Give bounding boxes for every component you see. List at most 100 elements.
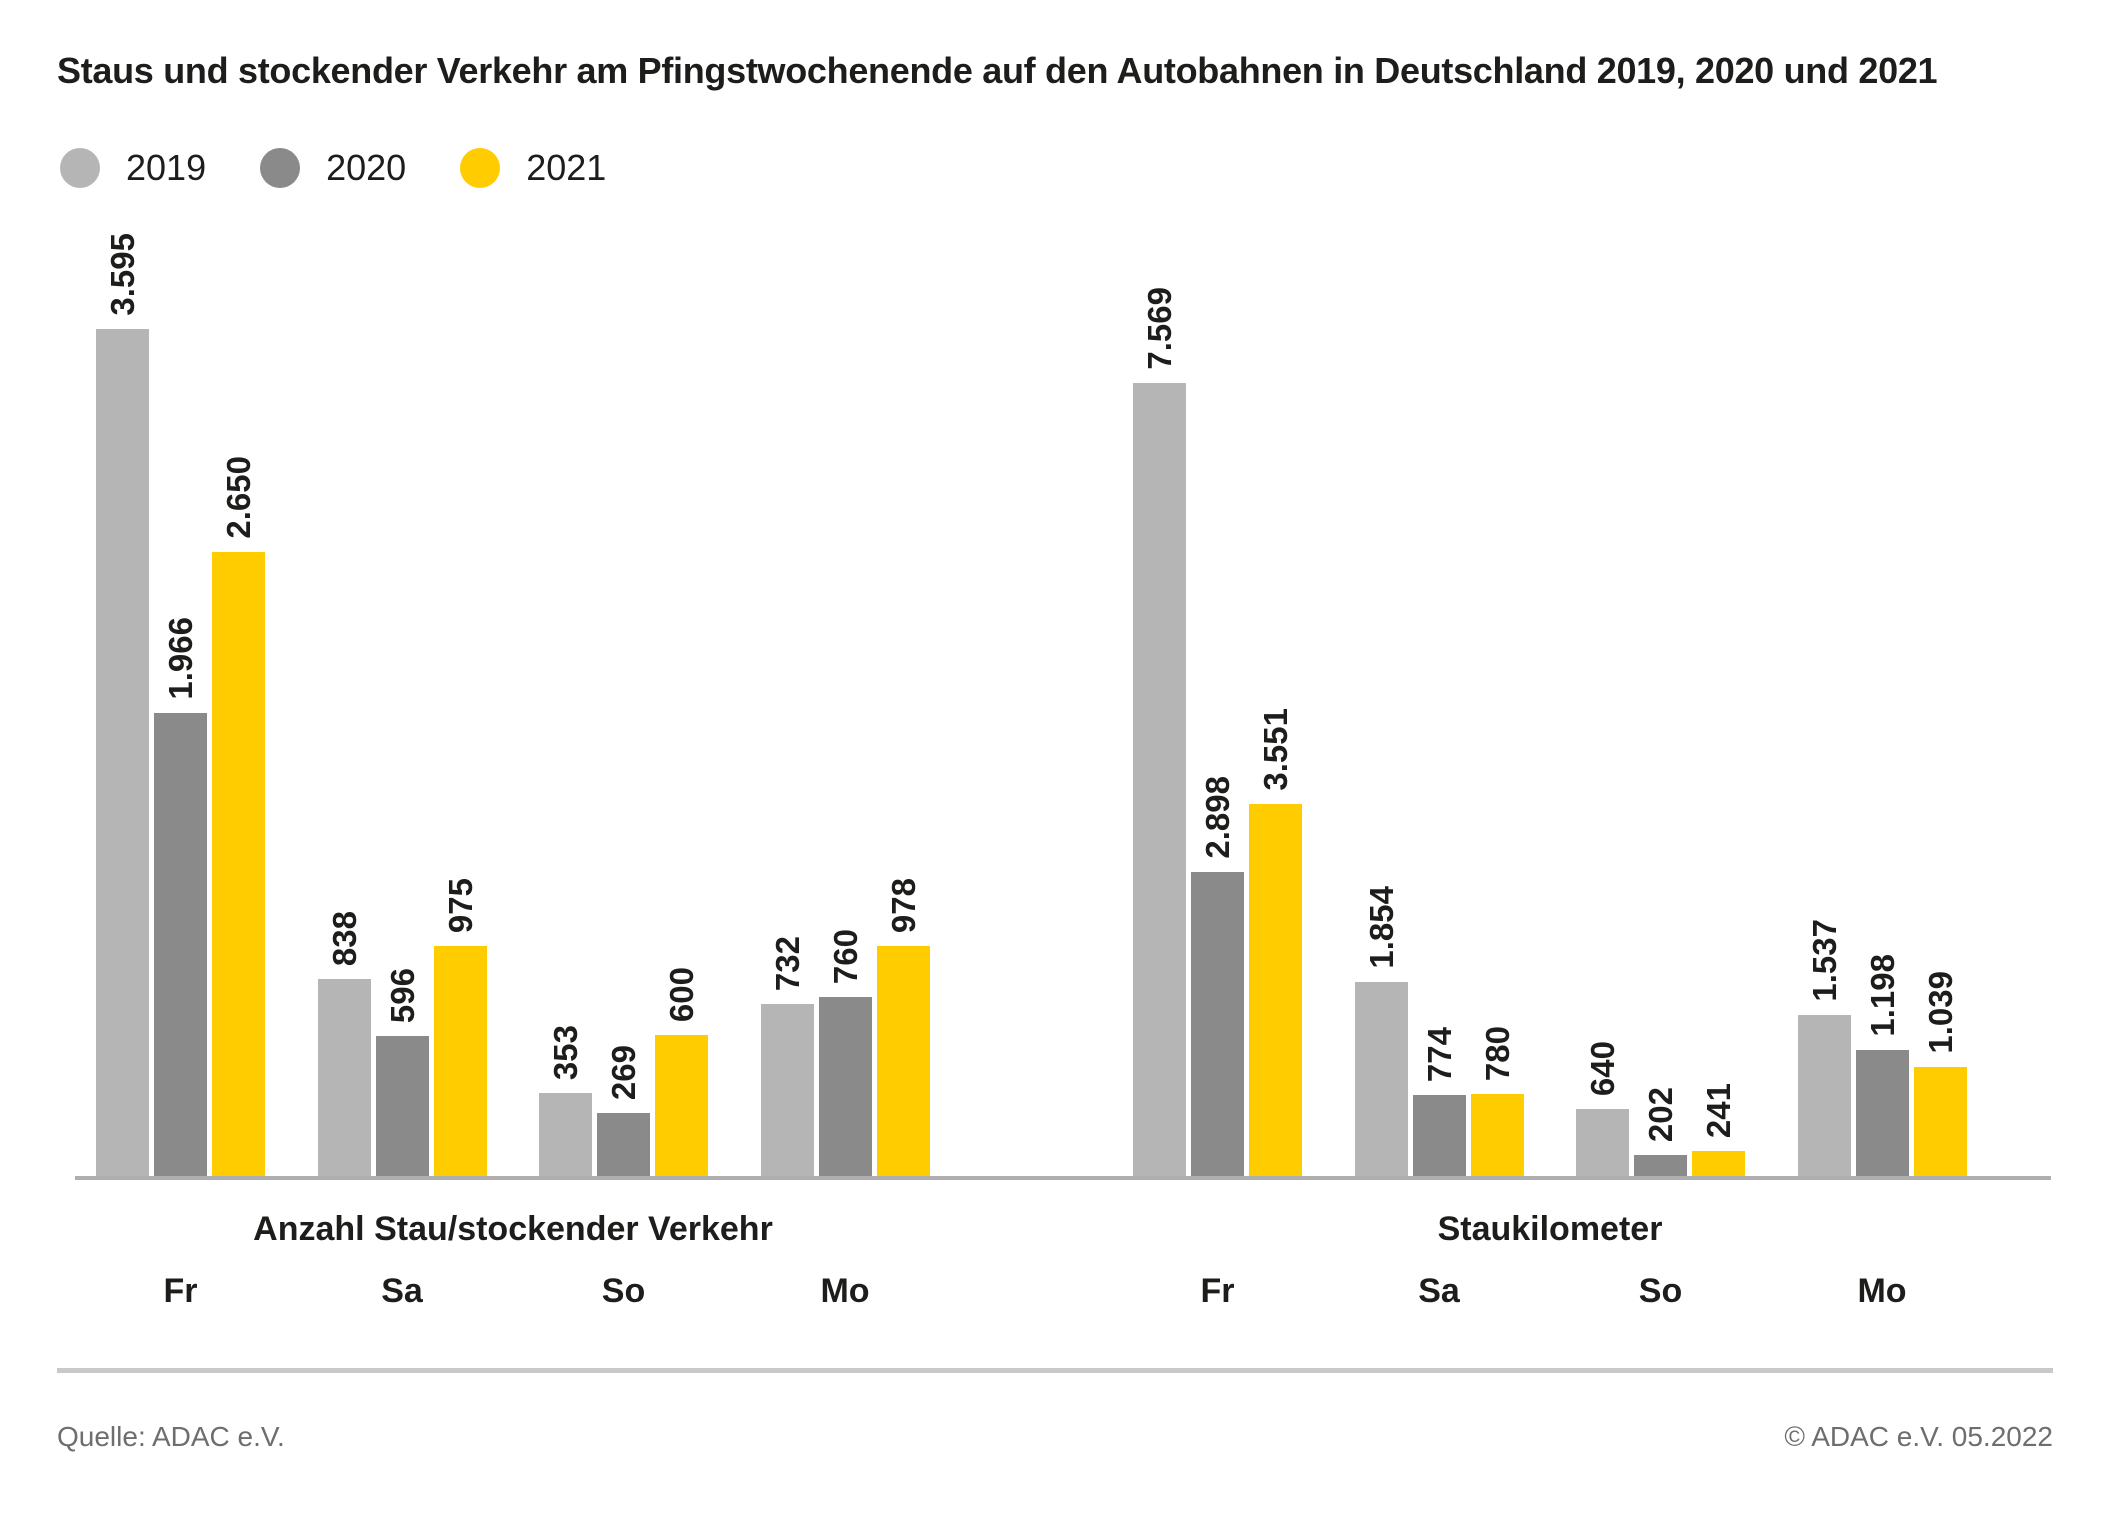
bar-2019-sa xyxy=(1354,982,1408,1176)
bar-cluster-anzahl-stau-stockender-verkehr-sa: 838 596 975 xyxy=(317,226,487,1176)
bar-value-label: 975 xyxy=(441,877,479,933)
group-title-staukilometer: Staukilometer xyxy=(1437,1210,1663,1248)
bar-2021-fr xyxy=(1249,804,1302,1176)
bar-2020-mo xyxy=(1855,1050,1909,1176)
legend-item-2021: 2021 xyxy=(460,147,606,189)
bar-cluster-anzahl-stau-stockender-verkehr-fr: 3.595 1.966 2.650 xyxy=(96,226,265,1176)
bar-value-label: 269 xyxy=(605,1044,642,1100)
legend: 2019 2020 2021 xyxy=(60,147,660,189)
legend-label-2020: 2020 xyxy=(326,147,407,188)
bar-value-label: 640 xyxy=(1584,1040,1621,1096)
bar-cluster-staukilometer-mo: 1.537 1.198 1.039 xyxy=(1797,226,1967,1176)
bar-2021-mo xyxy=(876,946,930,1176)
bar-column-2021-sa: 780 xyxy=(1470,226,1524,1176)
legend-label-2019: 2019 xyxy=(126,147,207,188)
bar-cluster-staukilometer-fr: 7.569 2.898 3.551 xyxy=(1133,226,1302,1176)
bar-2020-mo xyxy=(818,997,872,1176)
bar-value-label: 3.551 xyxy=(1257,708,1294,791)
bar-column-2021-sa: 975 xyxy=(433,226,487,1176)
bar-column-2019-so: 353 xyxy=(539,226,592,1176)
day-label-mo-group0: Mo xyxy=(820,1272,870,1310)
bar-2020-fr xyxy=(1191,872,1244,1176)
bar-column-2020-so: 202 xyxy=(1634,226,1687,1176)
bar-column-2021-so: 241 xyxy=(1692,226,1745,1176)
bar-2020-so xyxy=(1634,1155,1687,1176)
bar-column-2021-mo: 978 xyxy=(876,226,930,1176)
bar-value-label: 353 xyxy=(547,1024,584,1080)
bar-2019-so xyxy=(1576,1109,1629,1176)
bar-2020-fr xyxy=(154,713,207,1176)
bar-value-label: 780 xyxy=(1478,1025,1516,1081)
bar-value-label: 774 xyxy=(1420,1026,1458,1082)
legend-item-2019: 2019 xyxy=(60,147,206,189)
bar-value-label: 2.650 xyxy=(220,456,257,539)
bar-column-2019-fr: 7.569 xyxy=(1133,226,1186,1176)
footer-source: Quelle: ADAC e.V. xyxy=(57,1421,285,1452)
bar-column-2020-sa: 596 xyxy=(375,226,429,1176)
group-title-anzahl: Anzahl Stau/stockender Verkehr xyxy=(253,1210,773,1248)
bar-cluster-staukilometer-sa: 1.854 774 780 xyxy=(1354,226,1524,1176)
bar-column-2020-mo: 1.198 xyxy=(1855,226,1909,1176)
bar-column-2019-mo: 732 xyxy=(760,226,814,1176)
bar-column-2020-mo: 760 xyxy=(818,226,872,1176)
day-label-sa-group1: Sa xyxy=(1418,1272,1460,1310)
bar-2021-so xyxy=(655,1035,708,1176)
bar-column-2021-fr: 3.551 xyxy=(1249,226,1302,1176)
bar-value-label: 1.854 xyxy=(1362,886,1400,969)
legend-item-2020: 2020 xyxy=(260,147,406,189)
bar-column-2020-so: 269 xyxy=(597,226,650,1176)
bar-cluster-staukilometer-so: 640 202 241 xyxy=(1576,226,1745,1176)
axis-baseline xyxy=(75,1176,2051,1180)
bar-column-2020-fr: 2.898 xyxy=(1191,226,1244,1176)
bar-2021-fr xyxy=(212,552,265,1176)
bar-column-2019-mo: 1.537 xyxy=(1797,226,1851,1176)
bar-value-label: 7.569 xyxy=(1141,287,1178,370)
bar-value-label: 760 xyxy=(826,928,864,984)
bar-column-2021-fr: 2.650 xyxy=(212,226,265,1176)
day-label-fr-group0: Fr xyxy=(163,1272,198,1310)
bar-column-2019-fr: 3.595 xyxy=(96,226,149,1176)
bar-2019-fr xyxy=(96,329,149,1176)
separator-line xyxy=(57,1368,2053,1373)
bar-value-label: 241 xyxy=(1700,1082,1737,1138)
bar-value-label: 978 xyxy=(884,877,922,933)
bar-value-label: 1.198 xyxy=(1863,954,1901,1037)
bar-2021-sa xyxy=(1470,1094,1524,1176)
legend-swatch-2021-icon xyxy=(460,148,501,188)
bar-value-label: 3.595 xyxy=(104,233,141,316)
bar-2019-mo xyxy=(760,1004,814,1176)
legend-label-2021: 2021 xyxy=(526,147,607,188)
bar-cluster-anzahl-stau-stockender-verkehr-mo: 732 760 978 xyxy=(760,226,930,1176)
day-label-sa-group0: Sa xyxy=(381,1272,423,1310)
bar-column-2019-so: 640 xyxy=(1576,226,1629,1176)
page-title: Staus und stockender Verkehr am Pfingstw… xyxy=(57,50,1938,91)
footer-copyright: © ADAC e.V. 05.2022 xyxy=(1784,1421,2053,1452)
bar-cluster-anzahl-stau-stockender-verkehr-so: 353 269 600 xyxy=(539,226,708,1176)
bar-column-2021-mo: 1.039 xyxy=(1913,226,1967,1176)
bar-2020-so xyxy=(597,1113,650,1176)
bar-2021-mo xyxy=(1913,1067,1967,1176)
bar-value-label: 1.039 xyxy=(1921,971,1959,1054)
day-label-so-group1: So xyxy=(1638,1272,1683,1310)
bar-value-label: 596 xyxy=(383,967,421,1023)
bar-value-label: 838 xyxy=(325,910,363,966)
day-label-mo-group1: Mo xyxy=(1857,1272,1907,1310)
bar-value-label: 600 xyxy=(663,966,700,1022)
bar-2019-mo xyxy=(1797,1015,1851,1176)
bar-column-2021-so: 600 xyxy=(655,226,708,1176)
bar-2020-sa xyxy=(375,1036,429,1176)
bar-2019-so xyxy=(539,1093,592,1176)
bar-value-label: 202 xyxy=(1642,1086,1679,1142)
bar-column-2019-sa: 838 xyxy=(317,226,371,1176)
bar-2019-sa xyxy=(317,979,371,1176)
legend-swatch-2020-icon xyxy=(260,148,301,188)
day-label-fr-group1: Fr xyxy=(1200,1272,1235,1310)
bar-value-label: 1.966 xyxy=(162,617,199,700)
bar-2021-so xyxy=(1692,1151,1745,1176)
bar-value-label: 2.898 xyxy=(1199,776,1236,859)
legend-swatch-2019-icon xyxy=(60,148,100,188)
bar-column-2020-sa: 774 xyxy=(1412,226,1466,1176)
bar-2019-fr xyxy=(1133,383,1186,1176)
